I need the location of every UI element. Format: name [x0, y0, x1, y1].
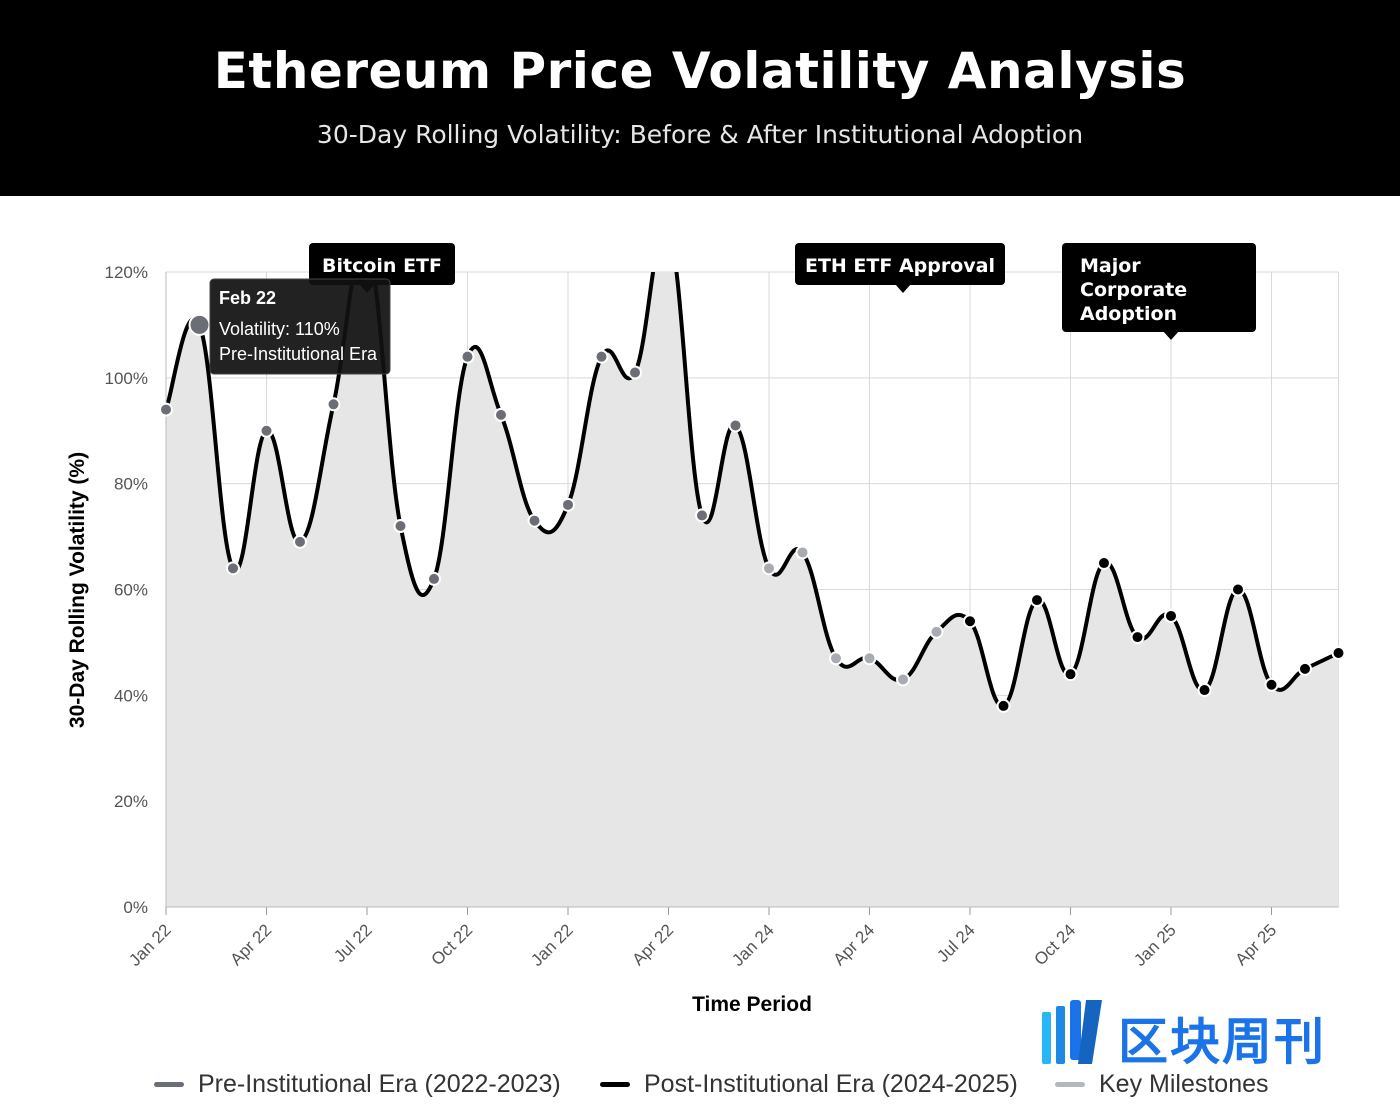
legend-item-milestones[interactable]: Key Milestones	[1055, 1070, 1269, 1099]
data-points[interactable]	[159, 313, 1346, 713]
data-point-milestone[interactable]	[795, 545, 810, 560]
data-point-post[interactable]	[1030, 593, 1044, 608]
x-tick-label: Apr 25	[1231, 920, 1280, 969]
legend-item-post[interactable]: Post-Institutional Era (2024-2025)	[600, 1070, 1018, 1099]
legend-swatch-pre	[154, 1082, 184, 1087]
data-point-pre[interactable]	[628, 365, 642, 380]
data-point-pre[interactable]	[226, 561, 240, 576]
tooltip-value: Volatility: 110%	[219, 319, 340, 339]
chart-legend: Pre-Institutional Era (2022-2023) Post-I…	[0, 1070, 1400, 1102]
data-point-post[interactable]	[1130, 630, 1145, 645]
data-point-post[interactable]	[1264, 677, 1279, 692]
data-point-pre[interactable]	[259, 423, 274, 438]
x-axis-label: Time Period	[692, 993, 812, 1016]
data-point-post[interactable]	[963, 614, 977, 629]
annotation-label: Bitcoin ETF	[322, 255, 442, 277]
legend-label-post: Post-Institutional Era (2024-2025)	[644, 1070, 1018, 1098]
data-point-milestone[interactable]	[896, 672, 910, 687]
x-tick-label: Jul 22	[330, 920, 376, 966]
volatility-line-chart[interactable]: 0% 20% 40% 60% 80% 100% 120% Jan 22 Apr 22 Jul 22…	[0, 0, 1400, 1060]
data-point-pre[interactable]	[427, 571, 441, 586]
y-tick-label: 120%	[105, 263, 148, 282]
annotation-box	[795, 243, 1005, 285]
y-tick-label: 100%	[105, 369, 148, 388]
annotation-label: Corporate	[1080, 279, 1187, 301]
tooltip-era: Pre-Institutional Era	[219, 344, 378, 364]
annotation-label: ETH ETF Approval	[805, 255, 995, 277]
x-tick-label: Jul 24	[933, 920, 979, 966]
annotation-label: Adoption	[1080, 303, 1177, 325]
data-point-post[interactable]	[1197, 683, 1212, 698]
x-tick-label: Oct 22	[427, 920, 476, 969]
header-banner: Ethereum Price Volatility Analysis 30-Da…	[0, 0, 1400, 196]
x-tick-label: Apr 22	[226, 920, 275, 969]
data-point-milestone[interactable]	[762, 561, 776, 576]
data-point-post[interactable]	[1231, 582, 1245, 597]
data-point-pre[interactable]	[561, 497, 575, 512]
data-point-pre[interactable]	[326, 397, 341, 412]
annotation-box	[1062, 243, 1256, 332]
tooltip: Feb 22 Volatility: 110% Pre-Institutional …	[209, 278, 391, 375]
data-point-pre[interactable]	[527, 513, 542, 528]
data-point-pre[interactable]	[159, 402, 173, 417]
legend-label-milestones: Key Milestones	[1099, 1070, 1269, 1098]
y-tick-label: 60%	[114, 581, 148, 600]
data-point-pre[interactable]	[594, 349, 609, 364]
data-point-post[interactable]	[1331, 646, 1346, 660]
tooltip-title: Feb 22	[219, 288, 276, 308]
data-point-pre[interactable]	[460, 349, 475, 364]
y-tick-label: 0%	[123, 898, 148, 917]
y-tick-label: 40%	[114, 686, 148, 705]
legend-label-pre: Pre-Institutional Era (2022-2023)	[198, 1070, 561, 1098]
data-point-pre[interactable]	[293, 534, 307, 549]
x-tick-label: Oct 24	[1030, 920, 1079, 969]
data-point-pre[interactable]	[393, 519, 408, 533]
x-tick-label: Apr 22	[628, 920, 677, 969]
watermark-text: 区块周刊	[1118, 1013, 1326, 1071]
data-point-post[interactable]	[996, 698, 1011, 713]
annotation-label: Major	[1080, 255, 1141, 277]
page-title: Ethereum Price Volatility Analysis	[213, 42, 1187, 100]
legend-swatch-milestones	[1055, 1082, 1085, 1087]
volatility-area-fill	[166, 272, 1339, 907]
data-point-pre[interactable]	[695, 508, 709, 523]
annotation-box	[309, 243, 455, 285]
data-point-post[interactable]	[1063, 667, 1078, 682]
data-point-pre[interactable]	[188, 313, 211, 336]
data-point-pre[interactable]	[728, 418, 743, 433]
annotations: Bitcoin ETF ETH ETF Approval MajorCorporat…	[309, 243, 1256, 340]
y-tick-label: 80%	[114, 475, 148, 494]
data-point-pre[interactable]	[494, 407, 508, 422]
data-point-post[interactable]	[1097, 556, 1111, 571]
x-tick-label: Jan 25	[1130, 920, 1180, 970]
x-tick-label: Jan 22	[125, 920, 175, 970]
data-point-milestone[interactable]	[829, 651, 843, 666]
legend-item-pre[interactable]: Pre-Institutional Era (2022-2023)	[154, 1070, 561, 1099]
tooltip-box	[209, 278, 391, 375]
data-point-milestone[interactable]	[862, 651, 877, 666]
data-point-post[interactable]	[1298, 661, 1312, 676]
watermark-logo: 区块周刊	[1040, 998, 1380, 1071]
data-point-milestone[interactable]	[929, 624, 944, 639]
annotation-callout: ETH ETF Approval	[795, 243, 1005, 293]
data-point-post[interactable]	[1164, 608, 1178, 623]
annotation-pointer	[895, 284, 911, 293]
x-tick-label: Jan 22	[527, 920, 577, 970]
annotation-pointer	[1163, 331, 1179, 340]
page-subtitle: 30-Day Rolling Volatility: Before & Afte…	[316, 120, 1084, 149]
y-tick-label: 20%	[114, 792, 148, 811]
x-tick-label: Apr 24	[829, 920, 878, 969]
x-tick-label: Jan 24	[728, 920, 778, 970]
y-axis-label: 30-Day Rolling Volatility (%)	[66, 452, 89, 728]
legend-swatch-post	[600, 1082, 630, 1087]
watermark-logo-icon	[1042, 1000, 1102, 1064]
